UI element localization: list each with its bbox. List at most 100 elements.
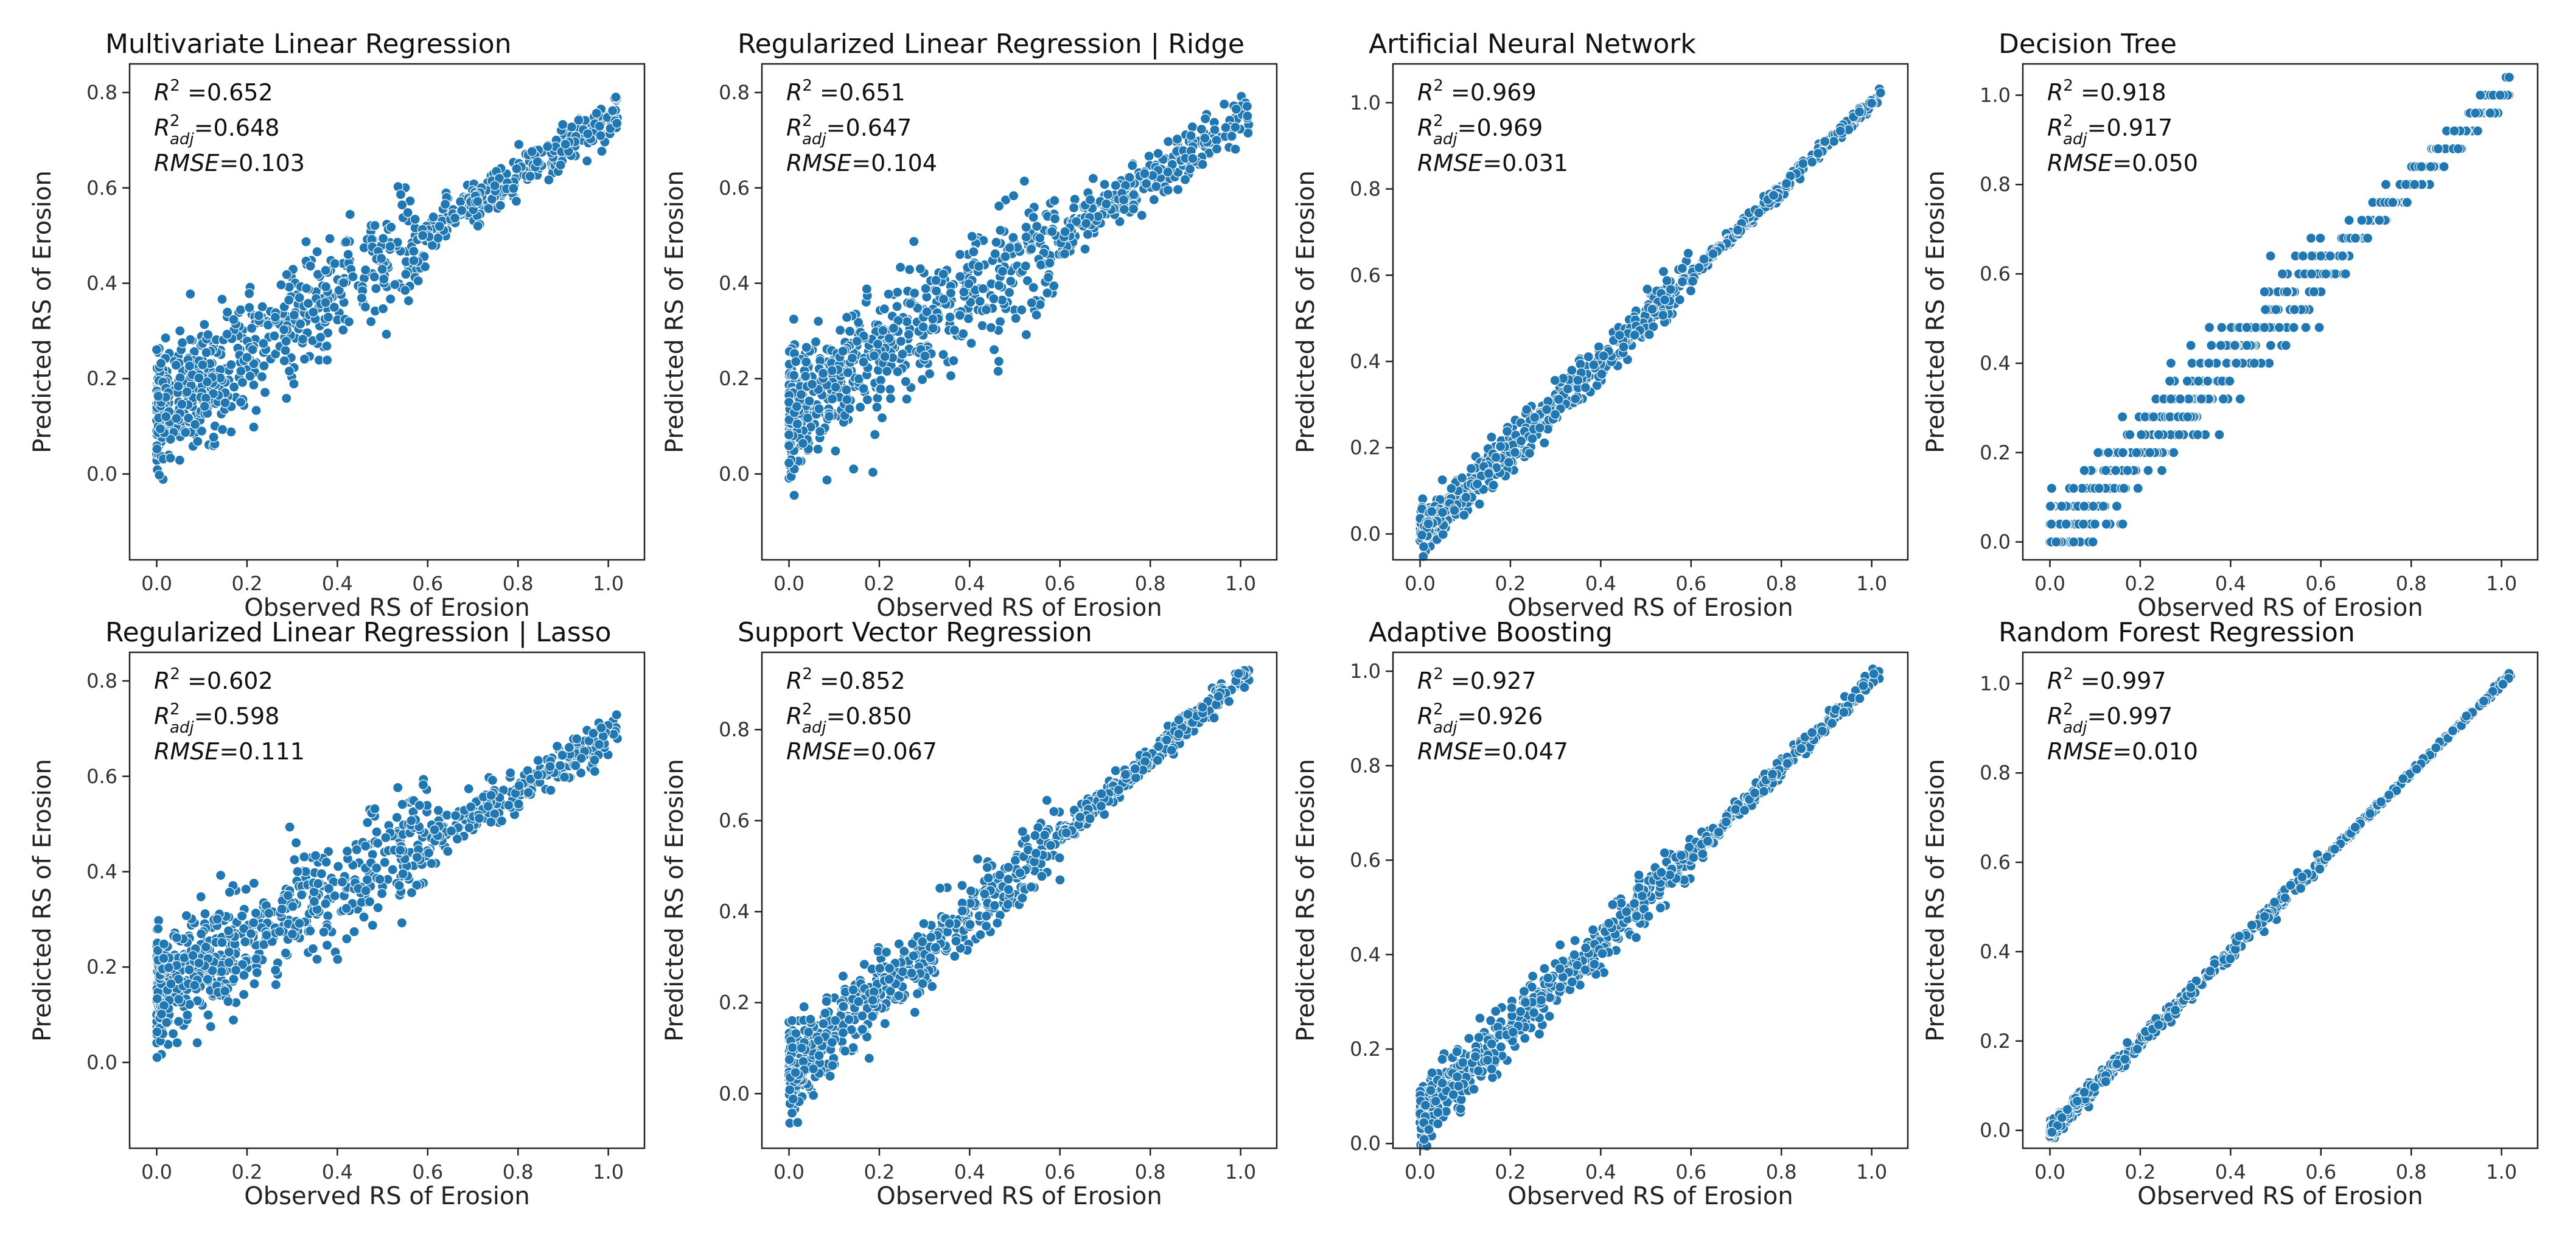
data-point [251,967,262,978]
data-point [853,317,864,328]
data-point [1021,221,1031,232]
y-tick-label: 0.0 [719,462,750,486]
data-point [954,310,966,321]
data-point [321,940,333,951]
data-point [308,307,319,318]
data-point [496,815,508,826]
chart-title: Regularized Linear Regression | Ridge [738,29,1244,60]
data-point [1459,509,1470,521]
data-point [1474,498,1485,510]
data-point [503,800,514,811]
data-point [251,954,262,964]
data-point [2494,89,2505,100]
r2-value: 0.602 [207,668,273,694]
data-point [158,938,169,950]
data-point [980,304,992,315]
data-point [248,917,259,929]
data-point [957,880,968,891]
data-point [920,283,931,294]
data-point [878,325,888,336]
rmse-value: 0.031 [1502,150,1568,176]
data-point [226,427,237,438]
data-point [2051,536,2062,548]
data-point [153,391,164,402]
data-point [197,359,208,371]
data-point [2340,268,2351,279]
data-point [434,221,445,232]
y-tick-label: 0.0 [86,462,117,486]
data-point [376,888,388,899]
r2-value: 0.652 [207,79,273,106]
data-point [875,383,886,394]
data-point [1239,682,1250,693]
data-point [261,930,272,941]
data-point [2401,197,2412,208]
data-point [2098,501,2109,512]
data-point [842,367,853,378]
data-point [248,358,259,369]
data-point [408,255,419,266]
data-point [316,868,327,879]
data-point [1101,198,1112,209]
data-point [532,156,543,167]
y-tick-label: 0.6 [719,176,750,200]
data-point [513,139,525,150]
data-point [1028,212,1039,223]
data-point [1035,259,1047,270]
y-axis-label: Predicted RS of Erosion [1292,170,1320,453]
data-point [1580,382,1591,393]
data-point [1230,144,1241,155]
data-point [2117,411,2128,422]
data-point [196,425,207,437]
y-tick-label: 1.0 [1350,91,1381,114]
data-point [224,887,235,898]
data-point [901,394,912,405]
data-point [1553,394,1564,405]
data-point [974,296,986,307]
data-point [1044,257,1055,268]
data-point [270,312,281,323]
data-point [1042,272,1054,283]
data-point [279,324,290,335]
data-point [2202,375,2213,386]
data-point [1199,113,1211,124]
data-point [175,326,186,337]
data-point [1516,436,1527,447]
data-point [375,253,387,264]
data-point [168,1028,179,1039]
data-point [320,297,331,308]
data-point [921,306,932,318]
data-point [312,878,324,889]
data-point [611,710,622,720]
data-point [256,371,267,382]
data-point [371,283,382,294]
data-point [1570,393,1581,405]
data-point [927,981,938,992]
data-point [360,840,371,852]
data-point [508,183,519,194]
rmse-text: RMSE=0.103 [154,150,305,176]
data-point [1647,304,1658,315]
x-tick-label: 0.4 [322,572,353,595]
data-point [309,896,320,907]
data-point [2111,501,2122,512]
data-point [1031,221,1042,232]
data-point [1049,195,1060,206]
data-point [220,986,231,997]
data-point [1035,299,1045,310]
data-point [930,285,942,296]
data-point [812,444,823,455]
data-point [955,271,966,282]
data-point [791,401,802,412]
data-point [1418,541,1429,553]
data-point [1031,309,1042,321]
data-point [2265,340,2276,351]
data-point [1768,190,1779,201]
data-point [1588,360,1599,371]
data-point [988,293,999,304]
data-point [1004,242,1015,253]
data-point [854,402,866,413]
x-tick-label: 1.0 [1856,572,1887,595]
data-point [2079,465,2090,476]
data-point [329,302,340,313]
